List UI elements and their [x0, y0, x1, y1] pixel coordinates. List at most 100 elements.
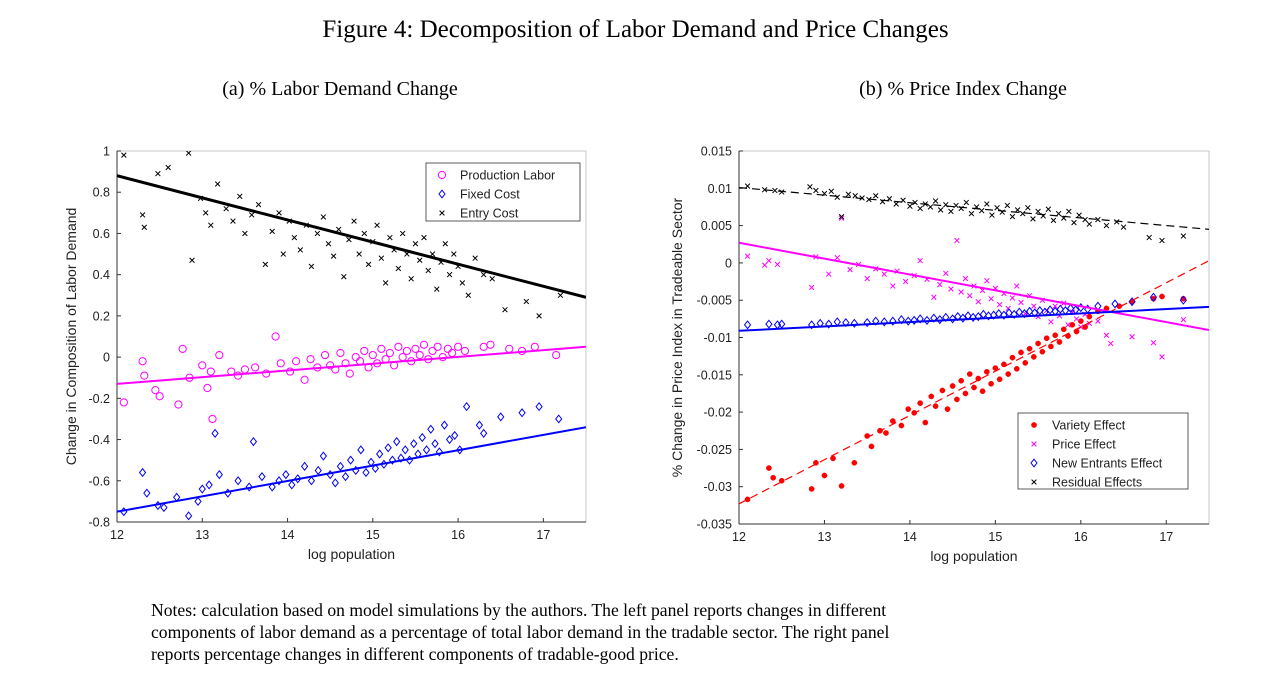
variety-effect-point — [949, 383, 956, 389]
residual-effects-point — [807, 184, 813, 190]
fixed-cost-point — [331, 478, 339, 488]
production-labor-point — [251, 363, 260, 372]
variety-effect-point — [1159, 293, 1165, 300]
residual-effects-point — [917, 205, 923, 212]
price-effect-point — [1107, 340, 1114, 347]
variety-effect-point — [939, 387, 946, 394]
fixed-cost-point — [422, 445, 431, 455]
panel-a-x-tick-label: 12 — [110, 528, 124, 542]
new-entrants-effect-point — [1020, 309, 1029, 319]
panel-b-y-tick-label: -0.03 — [704, 480, 733, 494]
price-effect-point — [1009, 295, 1016, 301]
production-labor-point — [140, 371, 149, 380]
panel-a-x-tick-label: 14 — [281, 528, 295, 542]
fixed-cost-point — [475, 420, 484, 430]
variety-effect-point — [808, 486, 815, 492]
variety-effect-point — [821, 472, 828, 479]
panel-b-title: (b) % Price Index Change — [859, 78, 1067, 100]
variety-effect-point — [932, 403, 939, 409]
production-labor-point — [433, 342, 442, 351]
price-index-chart: 12 13 14 15 16 17 -0.035 -0.03 -0.025 -0.02 -0.015… — [669, 145, 1210, 564]
production-labor-point — [286, 367, 295, 376]
entry-cost-point — [165, 164, 171, 171]
panel-a-series-layer — [117, 151, 586, 521]
variety-effect-point — [1043, 335, 1050, 342]
entry-cost-point — [214, 181, 221, 187]
residual-effects-point — [978, 207, 985, 214]
entry-cost-point — [459, 280, 466, 286]
production-labor-point — [178, 344, 187, 353]
legend-variety-effect-label: Variety Effect — [1052, 419, 1126, 433]
variety-effect-point — [1082, 324, 1088, 330]
entry-cost-point — [291, 234, 298, 241]
production-labor-point — [306, 355, 315, 364]
fixed-cost-point — [384, 443, 392, 453]
price-effect-point — [808, 284, 815, 291]
fixed-cost-point — [362, 467, 370, 478]
panel-a-x-tick-label: 13 — [195, 528, 209, 542]
residual-effects-point — [994, 204, 1000, 211]
fixed-cost-point — [205, 480, 213, 490]
variety-effect-point — [954, 396, 960, 403]
variety-effect-point — [928, 393, 935, 400]
residual-effects-point — [953, 202, 959, 209]
entry-cost-point — [308, 263, 315, 270]
entry-cost-point — [335, 226, 342, 233]
new-entrants-effect-point — [1111, 299, 1119, 309]
production-labor-point — [271, 332, 280, 341]
price-effect-point — [1180, 316, 1187, 323]
production-labor-point — [394, 342, 403, 351]
legend-residual-effects-marker — [1031, 479, 1037, 485]
production-labor-point — [345, 369, 354, 378]
entry-cost-point — [269, 228, 275, 235]
variety-effect-point — [1018, 349, 1024, 356]
fixed-cost-point — [160, 502, 168, 513]
price-effect-point — [774, 261, 781, 268]
entry-cost-point — [356, 251, 362, 257]
variety-effect-point — [996, 376, 1003, 383]
residual-effects-point — [761, 187, 768, 193]
entry-cost-point — [480, 271, 487, 278]
variety-effect-point — [1060, 326, 1067, 333]
residual-effects-point — [912, 199, 918, 206]
residual-effects-point — [1045, 206, 1052, 212]
price-effect-point — [890, 283, 896, 289]
legend-residual-effects-label: Residual Effects — [1052, 476, 1142, 490]
variety-effect-point — [917, 400, 924, 406]
new-entrants-effect-point — [743, 320, 752, 330]
fixed-cost-point — [401, 445, 409, 455]
panel-b-legend — [1017, 412, 1189, 490]
panel-b-y-tick-label: -0.035 — [697, 518, 732, 532]
legend-fixed-cost-label: Fixed Cost — [460, 188, 520, 202]
new-entrants-effect-point — [916, 314, 924, 324]
fixed-cost-point — [347, 455, 355, 465]
panel-b-x-tick-label: 17 — [1159, 530, 1173, 544]
variety-effect-point — [744, 496, 751, 503]
residual-effects-point — [1071, 219, 1077, 226]
variety-effect-point — [979, 388, 986, 395]
residual-effects-point — [989, 212, 995, 218]
fixed-cost-point — [410, 439, 418, 449]
new-entrants-effect-point — [833, 317, 841, 327]
entry-cost-point — [237, 193, 243, 200]
variety-effect-point — [1009, 354, 1016, 361]
production-labor-point — [320, 350, 330, 360]
panel-b-series-residual-effects — [744, 183, 1187, 244]
variety-effect-point — [1026, 345, 1033, 352]
price-effect-point — [1031, 303, 1037, 309]
fixed-cost-point — [480, 428, 488, 438]
residual-effects-point — [845, 191, 852, 198]
legend-price-effect-marker — [1031, 441, 1037, 447]
residual-effects-point — [984, 201, 990, 207]
fixed-cost-point — [440, 420, 449, 430]
new-entrants-effect-point — [889, 316, 897, 326]
production-labor-point — [377, 344, 386, 353]
legend-fixed-cost-marker — [438, 189, 446, 199]
entry-cost-point — [346, 236, 352, 243]
new-entrants-effect-point — [1149, 292, 1158, 302]
fixed-cost-point — [393, 437, 401, 447]
entry-cost-point — [330, 253, 337, 259]
new-entrants-effect-point — [936, 314, 944, 325]
fixed-cost-point — [371, 463, 380, 474]
fixed-cost-point — [462, 401, 471, 412]
